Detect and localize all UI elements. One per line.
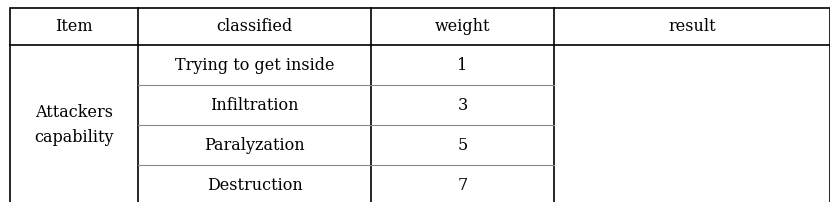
Text: 1: 1 — [457, 57, 467, 74]
Text: Attackers
capability: Attackers capability — [34, 104, 114, 146]
Text: Destruction: Destruction — [207, 177, 302, 194]
Text: 3: 3 — [457, 97, 467, 114]
Text: Paralyzation: Paralyzation — [204, 137, 305, 154]
Text: Infiltration: Infiltration — [210, 97, 299, 114]
Text: 7: 7 — [457, 177, 467, 194]
Text: result: result — [668, 18, 715, 35]
Text: weight: weight — [435, 18, 491, 35]
Text: Trying to get inside: Trying to get inside — [175, 57, 334, 74]
Text: 5: 5 — [457, 137, 467, 154]
Text: classified: classified — [217, 18, 293, 35]
Text: Item: Item — [55, 18, 93, 35]
